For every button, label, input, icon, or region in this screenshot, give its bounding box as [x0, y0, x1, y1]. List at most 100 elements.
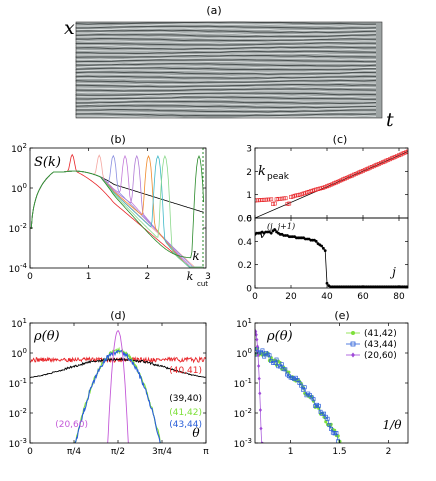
sk-series-line: [30, 154, 205, 259]
y-axis-superscript: (j, j+1): [267, 222, 295, 231]
velocity-point: [314, 239, 318, 243]
stripe: [75, 79, 377, 84]
panel-label-d: (d): [110, 309, 126, 322]
rho-inverse-diamond-point: [257, 363, 261, 368]
sk-series-line: [30, 154, 204, 268]
chart-c-top-plot: [255, 149, 408, 218]
chart-b-plot: [30, 148, 205, 268]
stripe: [75, 42, 377, 46]
tick-base: 10: [9, 380, 21, 390]
rho-series-line: [74, 349, 161, 443]
rho-series-line: [74, 346, 161, 443]
y-tick-label: 0.6: [238, 215, 253, 225]
panel-label-c: (c): [333, 133, 348, 146]
kcut-subscript: cut: [197, 280, 208, 288]
y-tick-label: 100: [11, 347, 27, 360]
series-annotation: (40,41): [169, 366, 202, 376]
stripe: [75, 31, 377, 36]
y-tick-label: 10-1: [9, 377, 27, 390]
stripe: [75, 21, 377, 25]
rho-series-line: [107, 330, 129, 443]
tick-exponent: 2: [23, 142, 27, 150]
stripe: [75, 40, 377, 44]
stripe: [75, 63, 377, 67]
y-axis-subscript: peak: [267, 172, 290, 182]
y-tick-label: 10-4: [9, 262, 28, 275]
stripe: [75, 111, 377, 115]
stripe: [75, 100, 377, 105]
image-frame: [75, 21, 383, 119]
x-tick-label: 60: [357, 292, 369, 302]
sk-series-line: [30, 154, 204, 268]
panel-label-e: (e): [334, 309, 349, 322]
rho-inverse-square-point: [262, 354, 267, 359]
rho-inverse-square-point: [311, 397, 316, 402]
stripe: [75, 83, 377, 88]
x-tick-label: 80: [393, 292, 405, 302]
rho-inverse-circle-point: [324, 420, 328, 424]
rho-inverse-diamond-point: [256, 353, 260, 358]
tick-exponent: -3: [20, 437, 27, 445]
velocity-line: [255, 229, 408, 288]
y-axis-label: ρ(θ): [33, 329, 60, 344]
sk-series-line: [30, 153, 204, 268]
y-tick-label: 3: [246, 145, 252, 155]
rho-inverse-square-point: [274, 357, 279, 362]
legend: (41,42)(43,44)(20,60): [346, 329, 397, 361]
stripe: [75, 96, 377, 100]
x-tick-label: 0: [27, 272, 33, 282]
stripe: [75, 48, 377, 52]
legend-label: (43,44): [364, 340, 397, 350]
y-axis-label: S(k): [34, 155, 61, 170]
rho-inverse-diamond-point: [258, 407, 262, 412]
stripe: [75, 77, 377, 81]
rho-inverse-square-point: [316, 403, 321, 408]
rho-inverse-line: [255, 348, 339, 442]
tick-base: 10: [9, 265, 21, 275]
x-tick-label: 1.5: [332, 447, 346, 457]
y-tick-label: 10-1: [234, 377, 252, 390]
x-axis-label: 1/θ: [383, 418, 403, 432]
x-axis-label: j: [389, 265, 396, 279]
y-tick-label: 2: [246, 168, 252, 178]
y-axis-label: v: [259, 227, 266, 241]
stripe: [75, 108, 377, 113]
y-tick-label: 101: [236, 317, 252, 330]
rho-inverse-line: [255, 347, 341, 442]
stripe: [75, 37, 377, 42]
stripe: [75, 107, 377, 111]
stripe: [75, 90, 377, 94]
velocity-point: [323, 249, 327, 253]
stripe: [75, 25, 377, 29]
stripe: [75, 86, 377, 90]
kpeak-marker: [272, 201, 277, 206]
legend-label: (41,42): [364, 329, 397, 339]
series-annotation: (41,42): [169, 408, 202, 418]
rho-inverse-square-point: [302, 385, 307, 390]
rho-inverse-diamond-point: [255, 329, 258, 334]
x-tick-label: 2: [386, 447, 392, 457]
legend-square-marker: [350, 341, 356, 347]
tick-exponent: 1: [23, 317, 27, 325]
tick-base: 10: [236, 320, 248, 330]
stripe: [75, 73, 377, 77]
tick-base: 10: [11, 350, 23, 360]
rho-inverse-square-point: [279, 362, 284, 367]
x-tick-label: 3π/4: [152, 447, 172, 457]
velocity-point: [322, 246, 325, 250]
tick-exponent: -3: [245, 437, 252, 445]
y-tick-label: 10-2: [234, 407, 252, 420]
rho-inverse-diamond-point: [255, 332, 258, 337]
y-tick-label: 10-3: [9, 437, 27, 450]
stripe: [75, 113, 377, 117]
x-tick-label: 40: [321, 292, 333, 302]
kpeak-marker: [283, 196, 288, 201]
chart-c-bottom-frame: [254, 217, 409, 289]
rho-inverse-square-point: [327, 423, 332, 428]
stripe: [75, 29, 377, 34]
rho-inverse-diamond-point: [257, 376, 261, 381]
tick-exponent: 0: [248, 347, 252, 355]
chart-e-plot: [255, 328, 342, 443]
